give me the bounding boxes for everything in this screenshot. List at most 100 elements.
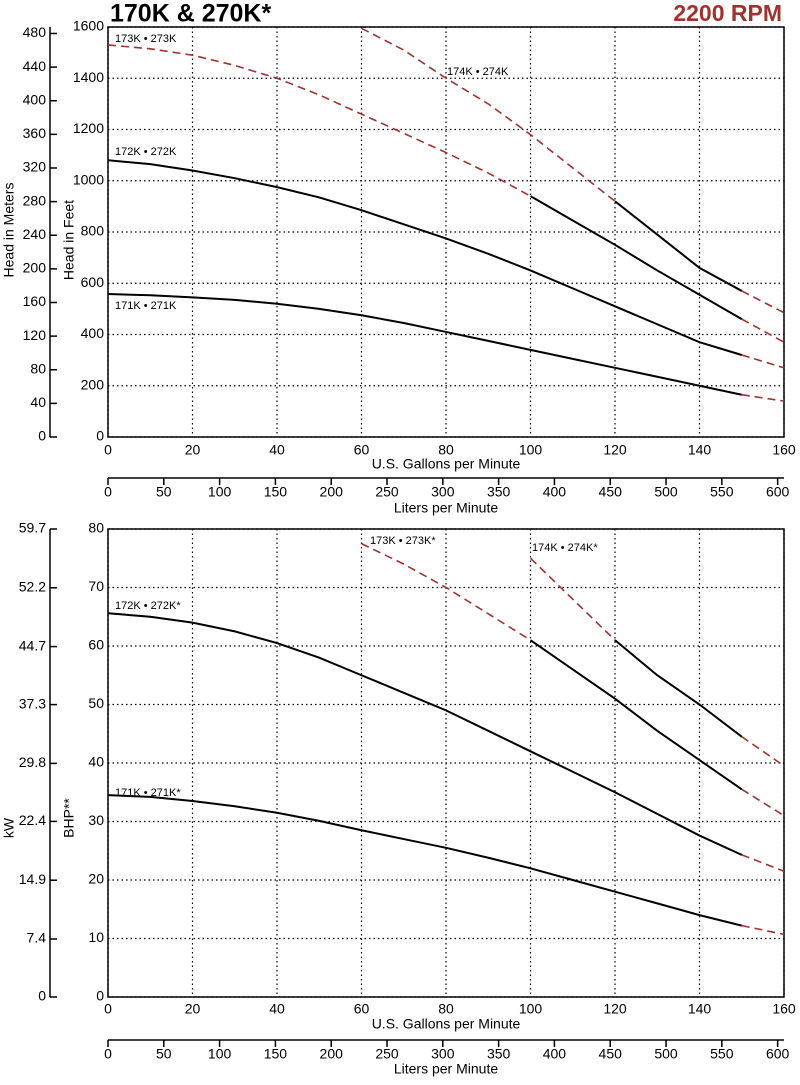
y2-tick-label: 440 [23,58,47,74]
y-tick-label: 0 [96,988,104,1004]
x-tick-label: 60 [354,442,370,458]
curve-label: 171K • 271K [115,300,177,312]
x-tick-label: 140 [688,1001,712,1017]
x2-tick-label: 200 [320,1046,344,1062]
y-tick-label: 30 [88,812,104,828]
y2-tick-label: 37.3 [19,695,46,711]
curve-dashed [361,27,784,314]
y-tick-label: 10 [88,929,104,945]
x-tick-label: 20 [185,442,201,458]
y2-axis-title: Head in Meters [1,183,17,278]
x2-tick-label: 150 [264,484,288,500]
x-tick-label: 160 [772,442,796,458]
y2-tick-label: 240 [23,226,47,242]
y-tick-label: 600 [81,274,105,290]
y-tick-label: 0 [96,428,104,444]
chart-subtitle: 2200 RPM [673,0,782,26]
curve [108,293,742,396]
y-axis-title: Head in Feet [61,200,77,280]
x2-tick-label: 250 [375,484,399,500]
y-tick-label: 200 [81,376,105,392]
y2-tick-label: 44.7 [19,637,46,653]
y2-tick-label: 160 [23,293,47,309]
x-axis-title: U.S. Gallons per Minute [372,456,521,472]
x-tick-label: 160 [772,1001,796,1017]
y-tick-label: 60 [88,637,104,653]
plot-frame [107,26,785,438]
y2-tick-label: 52.2 [19,578,46,594]
x2-tick-label: 300 [431,484,455,500]
x-tick-label: 80 [438,1001,454,1017]
y2-tick-label: 120 [23,327,47,343]
x2-tick-label: 50 [156,1046,172,1062]
y2-tick-label: 7.4 [27,930,47,946]
curve-label: 172K • 272K [115,146,177,158]
x-tick-label: 80 [438,442,454,458]
curve [108,159,743,356]
y-tick-label: 70 [88,578,104,594]
curve-label: 172K • 272K* [115,600,181,612]
x2-tick-label: 400 [543,1046,567,1062]
y-tick-label: 40 [88,754,104,770]
curve-label: 173K • 273K* [370,535,436,547]
y2-tick-label: 480 [23,24,47,40]
x-tick-label: 120 [603,442,627,458]
x-tick-label: 40 [269,1001,285,1017]
x2-tick-label: 550 [710,484,734,500]
y2-tick-label: 80 [30,360,46,376]
x2-tick-label: 400 [543,484,567,500]
x-tick-label: 140 [688,442,712,458]
x2-tick-label: 100 [208,484,232,500]
x2-tick-label: 500 [654,484,678,500]
y-axis-title: BHP** [61,798,77,838]
curve-dashed [741,924,784,936]
curve [614,200,743,292]
x-tick-label: 0 [104,1001,112,1017]
y-tick-label: 80 [88,520,104,536]
curve-dashed [529,557,784,767]
y-tick-label: 800 [81,223,105,239]
x2-tick-label: 250 [375,1046,399,1062]
y2-tick-label: 59.7 [19,520,46,536]
x2-tick-label: 300 [431,1046,455,1062]
x-tick-label: 100 [519,1001,543,1017]
chart-title: 170K & 270K* [110,0,271,28]
curve-label: 174K • 274K* [532,542,598,554]
x-tick-label: 20 [185,1001,201,1017]
x2-axis-title: Liters per Minute [394,500,498,516]
y2-tick-label: 0 [38,428,46,444]
y-tick-label: 400 [81,325,105,341]
y-tick-label: 1600 [73,18,104,34]
y2-tick-label: 14.9 [19,871,46,887]
x2-tick-label: 150 [264,1046,288,1062]
x2-tick-label: 350 [487,484,511,500]
curve [108,612,743,856]
y-tick-label: 1000 [73,171,104,187]
y2-tick-label: 0 [38,988,46,1004]
y2-tick-label: 280 [23,192,47,208]
y2-axis-title: kW [1,817,17,838]
y-tick-label: 1200 [73,120,104,136]
plot-frame [107,528,785,998]
curve-dashed [741,854,784,872]
y2-tick-label: 22.4 [19,812,46,828]
y-tick-label: 50 [88,695,104,711]
x2-tick-label: 350 [487,1046,511,1062]
x2-tick-label: 600 [766,1046,790,1062]
curve-dashed [108,44,784,343]
curve-dashed [741,354,784,369]
curve-dashed [361,542,784,817]
x2-tick-label: 0 [104,1046,112,1062]
x2-tick-label: 100 [208,1046,232,1062]
x2-axis-title: Liters per Minute [394,1061,498,1077]
x-tick-label: 120 [603,1001,627,1017]
curve [614,639,743,738]
y-tick-label: 1400 [73,69,104,85]
x2-tick-label: 450 [599,484,623,500]
curve [108,794,742,927]
curve-label: 174K • 274K [447,66,509,78]
x-tick-label: 60 [354,1001,370,1017]
y2-tick-label: 29.8 [19,754,46,770]
x-tick-label: 100 [519,442,543,458]
y2-tick-label: 400 [23,91,47,107]
